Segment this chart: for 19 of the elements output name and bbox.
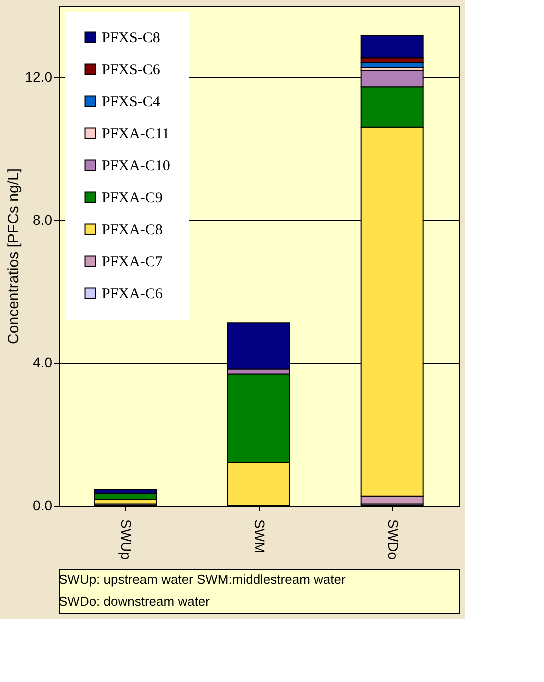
legend-label: PFXA-C8	[102, 222, 163, 238]
text: SWDo: downstream water	[59, 594, 211, 609]
text: SWUp: upstream water SWM:middlestream water	[59, 572, 346, 587]
legend-label: PFXS-C6	[102, 62, 161, 78]
legend-label: PFXA-C6	[102, 286, 164, 302]
y-tick-label: 12.0	[25, 68, 53, 85]
legend-label: PFXA-C10	[102, 158, 170, 174]
legend-label: PFXA-C11	[102, 126, 170, 142]
y-tick-label: 0.0	[33, 498, 53, 514]
legend-label: PFXS-C4	[102, 94, 161, 110]
y-tick-label: 4.0	[33, 354, 53, 371]
legend-label: PFXA-C7	[102, 254, 164, 270]
x-tick-label: SWDo	[385, 520, 402, 560]
y-axis-title: Concentratios [PFCs ng/L]	[5, 168, 22, 344]
legend-label: PFXA-C9	[102, 190, 163, 206]
x-tick-label: SWM	[252, 520, 268, 554]
x-tick-label: SWUp	[118, 520, 135, 560]
y-tick-label: 8.0	[33, 212, 53, 228]
legend-label: PFXS-C8	[102, 30, 160, 46]
